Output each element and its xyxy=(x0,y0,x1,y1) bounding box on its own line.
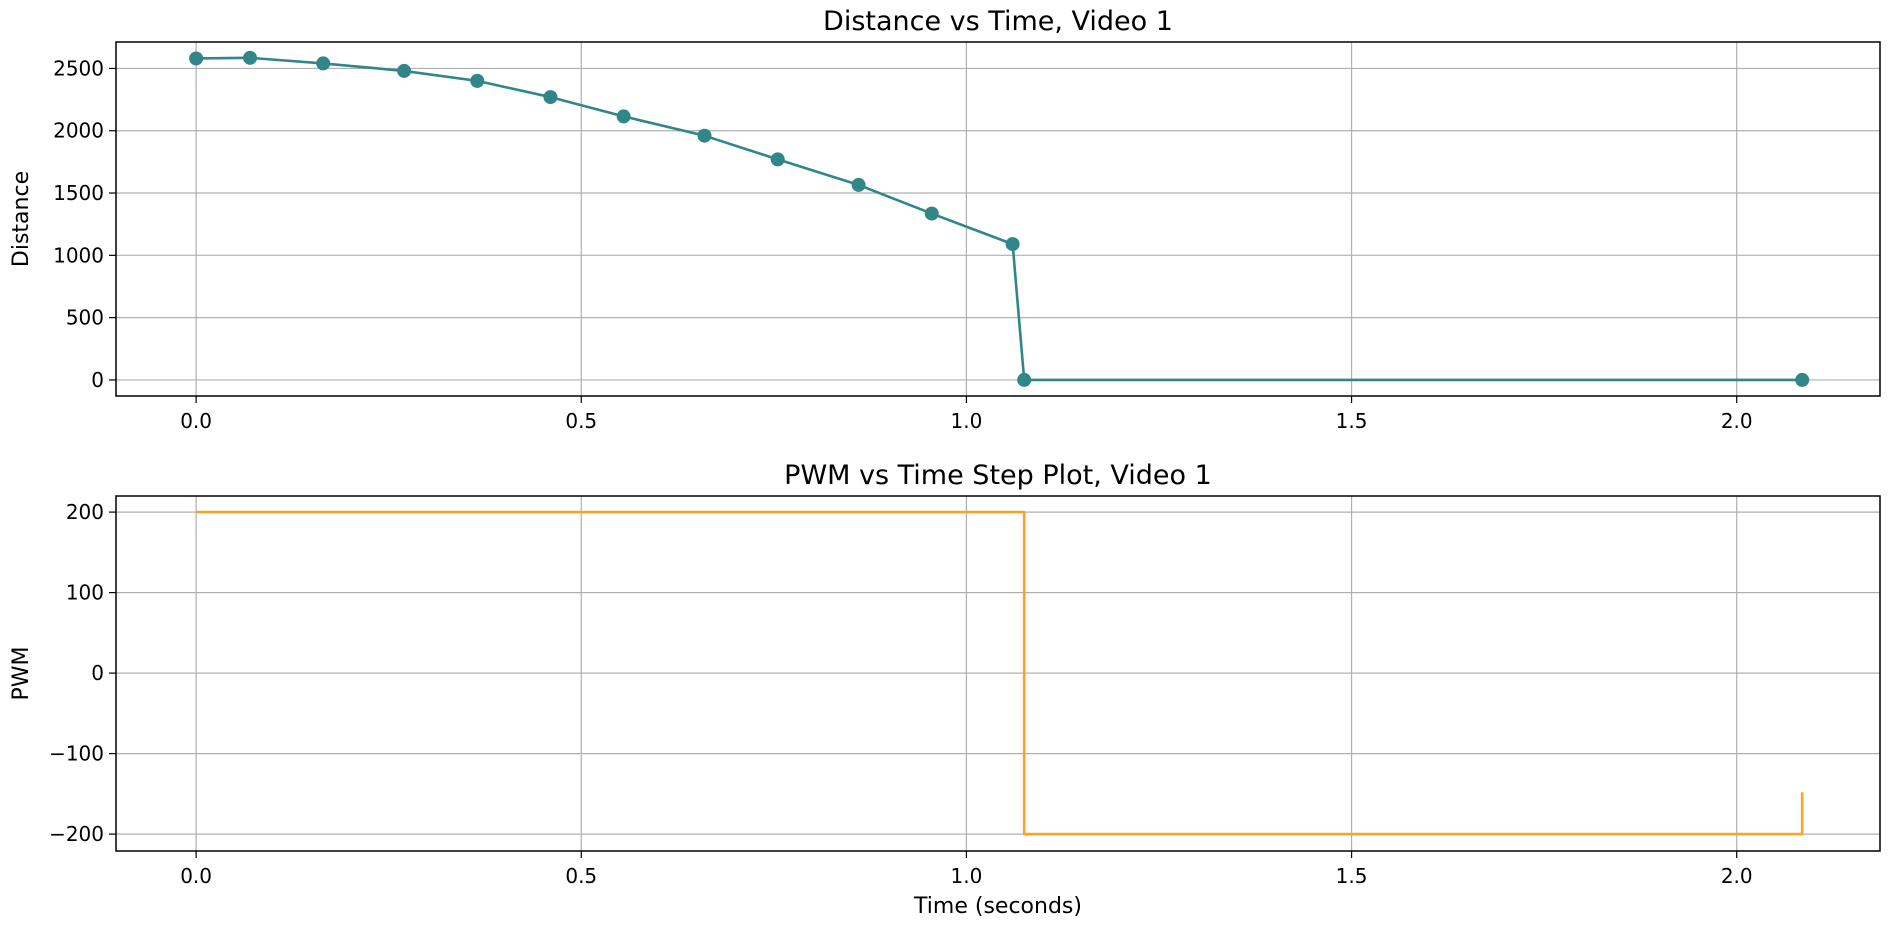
pwm-y-tick-label: 0 xyxy=(91,661,104,685)
pwm-x-tick-label: 0.0 xyxy=(180,864,212,888)
distance-data-point xyxy=(1017,372,1032,387)
pwm-x-tick-label: 0.5 xyxy=(565,864,597,888)
distance-y-tick-label: 1500 xyxy=(53,181,104,205)
pwm-ticks: 0.0 0.5 1.0 1.5 2.0 200 100 0 −100 −200 xyxy=(49,500,1753,888)
distance-data-point xyxy=(851,177,866,192)
distance-data-point xyxy=(470,73,485,88)
distance-x-tick-label: 0.5 xyxy=(565,409,597,433)
distance-x-tick-label: 1.0 xyxy=(951,409,983,433)
pwm-y-tick-label: 100 xyxy=(66,581,104,605)
distance-data-point xyxy=(770,152,785,167)
distance-data-point xyxy=(243,50,258,65)
distance-y-axis-label: Distance xyxy=(9,171,34,267)
distance-data-point xyxy=(616,109,631,124)
distance-data-point xyxy=(1795,372,1810,387)
distance-y-tick-label: 0 xyxy=(91,368,104,392)
distance-ticks: 0.0 0.5 1.0 1.5 2.0 0 500 1000 1500 2000 2500 xyxy=(53,56,1753,433)
pwm-y-tick-label: −200 xyxy=(49,822,104,846)
distance-chart: 0.0 0.5 1.0 1.5 2.0 0 500 1000 1500 2000 2500 Dist… xyxy=(9,6,1881,433)
distance-x-tick-label: 1.5 xyxy=(1336,409,1368,433)
distance-data-point xyxy=(697,128,712,143)
distance-data-point xyxy=(543,90,558,105)
distance-data-point xyxy=(189,51,204,66)
pwm-y-tick-label: 200 xyxy=(66,500,104,524)
distance-chart-title: Distance vs Time, Video 1 xyxy=(823,6,1173,37)
distance-y-tick-label: 2500 xyxy=(53,56,104,80)
distance-data-point xyxy=(924,206,939,221)
distance-x-tick-label: 2.0 xyxy=(1721,409,1753,433)
distance-y-tick-label: 2000 xyxy=(53,119,104,143)
distance-y-tick-label: 500 xyxy=(66,306,104,330)
pwm-chart-title: PWM vs Time Step Plot, Video 1 xyxy=(784,460,1212,491)
pwm-series xyxy=(196,510,1804,836)
distance-data-point xyxy=(397,63,412,78)
distance-series xyxy=(189,50,1810,387)
distance-y-tick-label: 1000 xyxy=(53,243,104,267)
distance-data-point xyxy=(316,56,331,71)
pwm-series-line xyxy=(196,510,1804,836)
pwm-y-tick-label: −100 xyxy=(49,742,104,766)
distance-plot-frame xyxy=(115,41,1881,397)
distance-series-line xyxy=(196,56,1803,382)
distance-data-point xyxy=(1005,237,1020,252)
pwm-y-axis-label: PWM xyxy=(9,646,34,700)
pwm-x-tick-label: 2.0 xyxy=(1721,864,1753,888)
pwm-x-tick-label: 1.0 xyxy=(951,864,983,888)
pwm-chart: 0.0 0.5 1.0 1.5 2.0 200 100 0 −100 −200 PWM vs Ti… xyxy=(9,460,1881,919)
pwm-x-tick-label: 1.5 xyxy=(1336,864,1368,888)
pwm-x-axis-label: Time (seconds) xyxy=(913,894,1082,919)
distance-x-tick-label: 0.0 xyxy=(180,409,212,433)
